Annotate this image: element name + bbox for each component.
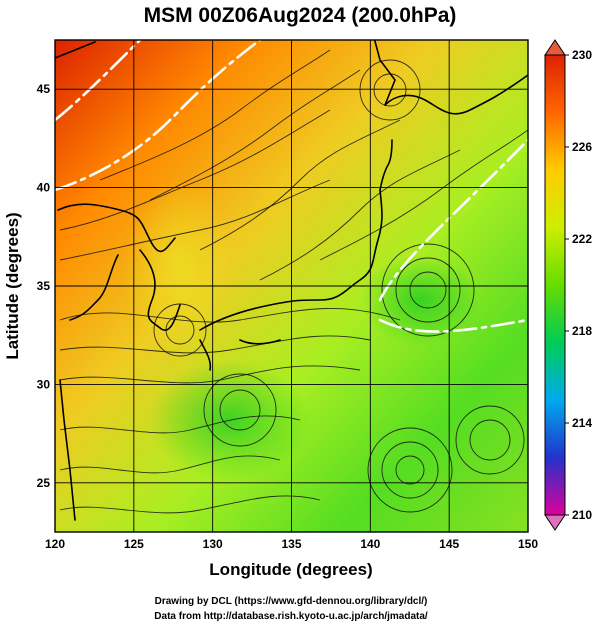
colorbar-tick-label: 226 [572,140,592,154]
x-tick-label: 130 [203,537,223,551]
x-tick-label: 140 [360,537,380,551]
y-axis-label: Latitude (degrees) [3,212,22,359]
streamlines [59,49,528,514]
x-tick-label: 125 [124,537,144,551]
chart-title: MSM 00Z06Aug2024 (200.0hPa) [144,4,457,27]
x-tick-label: 145 [439,537,459,551]
colorbar-tick-label: 214 [572,416,592,430]
warm-region [125,180,235,360]
colorbar-tick-label: 230 [572,48,592,62]
y-tick-label: 25 [37,476,51,490]
colorbar-tick-label: 218 [572,324,592,338]
colorbar-tick-label: 210 [572,508,592,522]
coastlines [55,40,528,521]
x-tick-label: 150 [518,537,538,551]
colorbar: 230 226 222 218 214 210 [544,39,592,531]
credit-data: Data from http://database.rish.kyoto-u.a… [154,611,428,622]
x-axis-label: Longitude (degrees) [209,560,372,579]
y-tick-label: 40 [37,181,51,195]
plot-frame [54,39,529,533]
colorbar-scale [544,54,566,516]
y-tick-label: 45 [37,82,51,96]
colorbar-tick-label: 222 [572,232,592,246]
graticule [55,40,528,532]
cool-region-east [360,255,480,345]
isotherm-contours [55,40,528,333]
colorbar-max-arrow [544,39,566,56]
y-axis: 45 40 35 30 25 [37,82,51,490]
y-tick-label: 30 [37,377,51,391]
x-tick-label: 120 [45,537,65,551]
x-axis: 120 125 130 135 140 145 150 [45,537,538,551]
y-tick-label: 35 [37,279,51,293]
credit-drawing: Drawing by DCL (https://www.gfd-dennou.o… [155,596,428,607]
x-tick-label: 135 [281,537,301,551]
colorbar-min-arrow [544,514,566,531]
